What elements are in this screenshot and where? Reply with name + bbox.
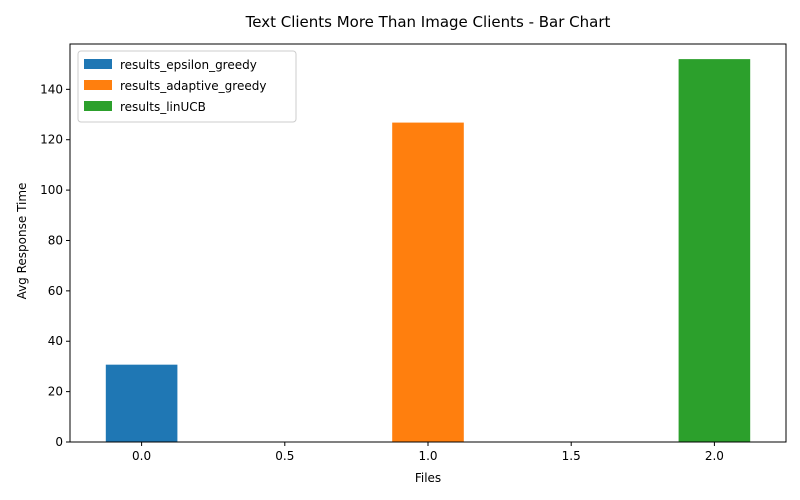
y-tick-label: 140 (40, 82, 63, 96)
y-tick-label: 80 (48, 233, 63, 247)
x-axis-label: Files (415, 471, 441, 485)
chart-title: Text Clients More Than Image Clients - B… (245, 13, 611, 31)
x-tick-label: 0.0 (132, 449, 151, 463)
y-tick-label: 20 (48, 385, 63, 399)
y-tick-label: 120 (40, 133, 63, 147)
y-tick-label: 40 (48, 334, 63, 348)
legend: results_epsilon_greedy results_adaptive_g… (77, 50, 297, 123)
x-tick-label: 2.0 (705, 449, 724, 463)
y-tick-label: 0 (55, 435, 63, 449)
bar-results-linUCB (678, 59, 751, 442)
y-tick-label: 60 (48, 284, 63, 298)
legend-box (77, 50, 297, 123)
y-axis-label: Avg Response Time (15, 183, 29, 300)
plot-area: 0.0 0.5 1.0 1.5 2.0 0 20 40 60 80 100 120 140 (40, 43, 787, 463)
x-tick-label: 1.5 (562, 449, 581, 463)
legend-label: results_adaptive_greedy (120, 79, 266, 93)
legend-swatch (84, 80, 112, 90)
legend-swatch (84, 59, 112, 69)
bar-results-adaptive-greedy (392, 122, 464, 442)
x-tick-label: 1.0 (418, 449, 437, 463)
x-tick-label: 0.5 (275, 449, 294, 463)
legend-swatch (84, 101, 112, 111)
legend-label: results_epsilon_greedy (120, 58, 257, 72)
bar-results-epsilon-greedy (105, 364, 178, 442)
legend-label: results_linUCB (120, 100, 206, 114)
y-tick-label: 100 (40, 183, 63, 197)
